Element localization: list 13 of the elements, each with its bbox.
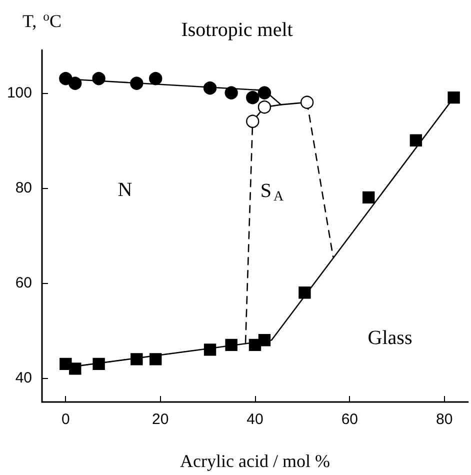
annotation: N: [118, 179, 132, 201]
y-tick-label: 40: [15, 370, 32, 387]
y-tick-label: 80: [15, 179, 32, 196]
text: Isotropic melt: [181, 19, 294, 41]
x-axis-title: Acrylic acid / mol %: [180, 451, 330, 471]
x-tick-label: 60: [341, 411, 358, 428]
x-tick-label: 0: [61, 411, 70, 428]
x-tick-label: 40: [246, 411, 264, 428]
y-tick-label: 100: [6, 84, 32, 102]
x-tick-label: 20: [152, 411, 169, 428]
annotation: Glass: [368, 327, 412, 349]
x-tick-label: 80: [436, 411, 453, 428]
y-tick-label: 60: [15, 274, 32, 292]
